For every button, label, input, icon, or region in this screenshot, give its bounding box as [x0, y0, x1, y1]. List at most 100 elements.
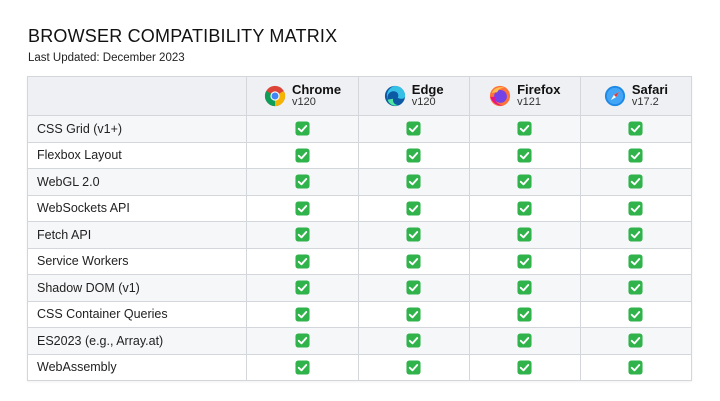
page-header: BROWSER COMPATIBILITY MATRIX Last Update… — [28, 26, 337, 64]
checkmark-icon — [517, 227, 532, 242]
chrome-logo-icon — [264, 85, 286, 107]
checkmark-icon — [295, 253, 310, 269]
table-row: Flexbox Layout — [26, 141, 693, 169]
feature-name: Service Workers — [26, 247, 248, 275]
support-cell-chrome — [246, 353, 359, 381]
feature-name: ES2023 (e.g., Array.at) — [26, 327, 248, 355]
support-cell-chrome — [246, 194, 359, 222]
checkmark-icon — [295, 121, 310, 136]
support-cell-firefox — [468, 194, 581, 222]
checkmark-icon — [406, 121, 421, 136]
support-cell-firefox — [468, 327, 581, 355]
checkmark-icon — [295, 306, 310, 322]
feature-name: WebAssembly — [26, 353, 248, 381]
support-cell-safari — [579, 327, 693, 355]
checkmark-icon — [517, 253, 532, 269]
checkmark-icon — [517, 200, 532, 216]
support-cell-edge — [357, 168, 470, 196]
checkmark-icon — [628, 227, 643, 242]
feature-name: CSS Container Queries — [26, 300, 248, 328]
support-cell-safari — [579, 141, 693, 169]
support-cell-chrome — [246, 168, 359, 196]
checkmark-icon — [628, 359, 643, 375]
compatibility-table: Chrome v120 Edge v120 — [26, 76, 693, 381]
support-cell-safari — [579, 194, 693, 222]
browser-name: Safari — [631, 82, 669, 98]
support-cell-chrome — [246, 247, 359, 275]
checkmark-icon — [628, 174, 643, 189]
checkmark-icon — [517, 306, 532, 322]
support-cell-edge — [357, 141, 470, 169]
support-cell-firefox — [468, 221, 581, 249]
feature-name: CSS Grid (v1+) — [26, 115, 248, 143]
checkmark-icon — [295, 147, 310, 163]
checkmark-icon — [628, 333, 643, 348]
table-row: Fetch API — [26, 221, 693, 249]
checkmark-icon — [295, 174, 310, 189]
table-row: WebAssembly — [26, 353, 693, 381]
support-cell-chrome — [246, 300, 359, 328]
checkmark-icon — [406, 306, 421, 322]
checkmark-icon — [406, 200, 421, 216]
checkmark-icon — [406, 280, 421, 295]
feature-name: Shadow DOM (v1) — [26, 274, 248, 302]
checkmark-icon — [295, 359, 310, 375]
support-cell-firefox — [468, 141, 581, 169]
browser-version: v120 — [411, 96, 436, 109]
table-row: Shadow DOM (v1) — [26, 274, 693, 302]
feature-name: WebSockets API — [26, 194, 248, 222]
checkmark-icon — [628, 121, 643, 136]
support-cell-edge — [357, 274, 470, 302]
browser-header-edge: Edge v120 — [357, 76, 470, 116]
support-cell-firefox — [468, 168, 581, 196]
header-row: Chrome v120 Edge v120 — [26, 76, 693, 116]
support-cell-safari — [579, 247, 693, 275]
checkmark-icon — [628, 147, 643, 163]
support-cell-edge — [357, 247, 470, 275]
browser-name: Firefox — [517, 82, 561, 98]
checkmark-icon — [517, 333, 532, 348]
last-updated-text: Last Updated: December 2023 — [28, 52, 185, 64]
support-cell-edge — [357, 194, 470, 222]
checkmark-icon — [406, 359, 421, 375]
table-body: CSS Grid (v1+) Flexbox Layout WebGL 2.0 Web… — [26, 115, 693, 381]
checkmark-icon — [406, 147, 421, 163]
checkmark-icon — [406, 253, 421, 269]
checkmark-icon — [295, 200, 310, 216]
edge-logo-icon — [384, 85, 405, 107]
support-cell-safari — [579, 115, 693, 143]
table-header: Chrome v120 Edge v120 — [26, 76, 693, 116]
browser-name: Chrome — [291, 82, 342, 98]
support-cell-edge — [357, 353, 470, 381]
checkmark-icon — [517, 147, 532, 163]
checkmark-icon — [295, 280, 310, 295]
checkmark-icon — [517, 121, 532, 136]
browser-name: Edge — [411, 82, 444, 98]
browser-version: v120 — [291, 96, 316, 109]
checkmark-icon — [517, 280, 532, 295]
checkmark-icon — [517, 174, 532, 189]
support-cell-firefox — [468, 115, 581, 143]
support-cell-chrome — [246, 327, 359, 355]
support-cell-firefox — [468, 353, 581, 381]
browser-header-chrome: Chrome v120 — [246, 76, 359, 116]
checkmark-icon — [628, 200, 643, 216]
table-row: ES2023 (e.g., Array.at) — [26, 327, 693, 355]
checkmark-icon — [406, 174, 421, 189]
table-row: Service Workers — [26, 247, 693, 275]
checkmark-icon — [406, 227, 421, 242]
support-cell-edge — [357, 115, 470, 143]
support-cell-safari — [579, 168, 693, 196]
checkmark-icon — [295, 333, 310, 348]
safari-logo-icon — [604, 85, 625, 107]
support-cell-safari — [579, 274, 693, 302]
checkmark-icon — [628, 253, 643, 269]
support-cell-edge — [357, 221, 470, 249]
support-cell-safari — [579, 221, 693, 249]
support-cell-firefox — [468, 247, 581, 275]
feature-column-header — [26, 76, 248, 116]
table-row: CSS Container Queries — [26, 300, 693, 328]
checkmark-icon — [295, 227, 310, 242]
support-cell-safari — [579, 300, 693, 328]
table-row: WebGL 2.0 — [26, 168, 693, 196]
